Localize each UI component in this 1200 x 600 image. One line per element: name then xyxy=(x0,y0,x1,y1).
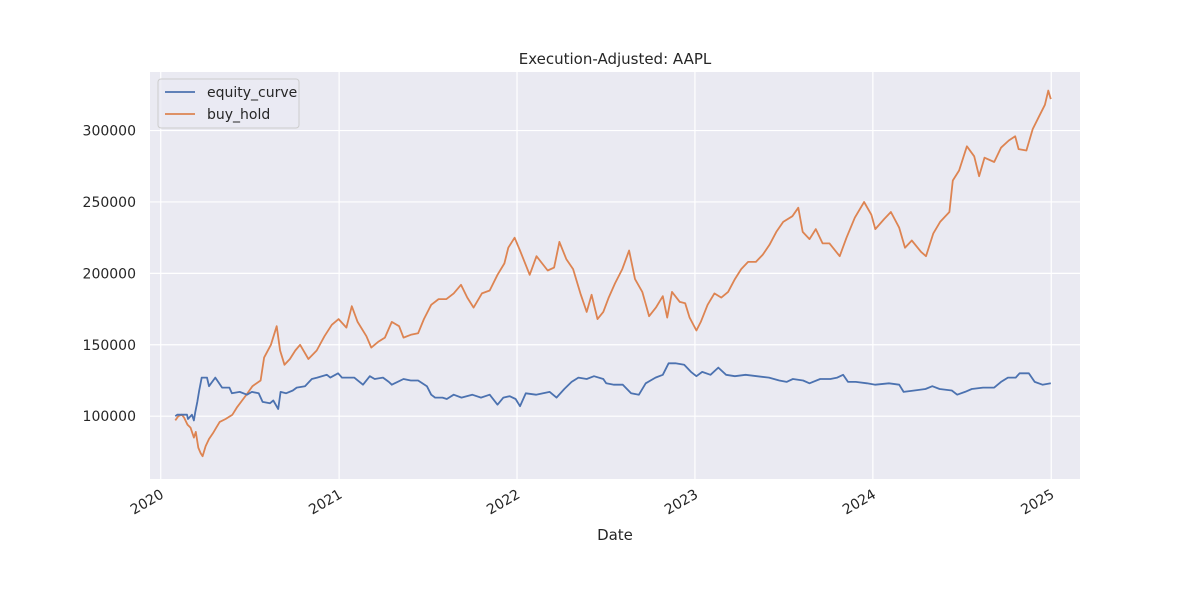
grid-lines xyxy=(150,72,1080,479)
y-tick-label: 200000 xyxy=(83,266,136,282)
y-tick-label: 100000 xyxy=(83,409,136,425)
y-tick-label: 150000 xyxy=(83,338,136,354)
x-tick-label: 2023 xyxy=(662,487,701,519)
y-tick-label: 250000 xyxy=(83,195,136,211)
legend-label-buy-hold: buy_hold xyxy=(207,107,270,123)
legend-label-equity-curve: equity_curve xyxy=(207,85,297,101)
x-axis-label: Date xyxy=(597,526,633,544)
legend: equity_curve buy_hold xyxy=(157,78,300,129)
series-lines xyxy=(174,89,1052,458)
plot-area xyxy=(150,72,1080,479)
x-tick-label: 2024 xyxy=(840,487,879,519)
x-tick-label: 2025 xyxy=(1018,487,1057,519)
x-tick-label: 2020 xyxy=(128,487,167,519)
x-tick-label: 2021 xyxy=(306,487,345,519)
x-tick-label: 2022 xyxy=(484,487,523,519)
series-line-buy-hold xyxy=(174,89,1052,458)
y-tick-label: 300000 xyxy=(83,124,136,140)
chart-title: Execution-Adjusted: AAPL xyxy=(519,50,712,68)
series-line-equity-curve xyxy=(174,362,1051,422)
